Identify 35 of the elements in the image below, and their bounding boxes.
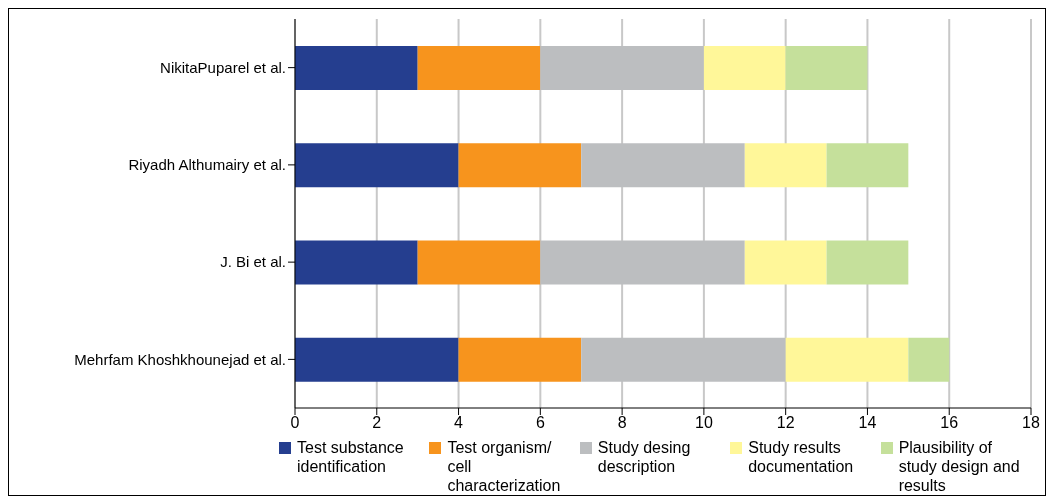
x-tick-label: 8 (617, 414, 627, 432)
y-tick-label: Riyadh Althumairy et al. (128, 156, 286, 174)
bar (295, 46, 418, 90)
bar (295, 240, 418, 285)
x-tick-label: 14 (858, 414, 877, 432)
legend-label: Plausibility of study design and results (898, 438, 1021, 495)
x-tick-label: 10 (694, 414, 713, 432)
y-tick-label: NikitaPuparel et al. (160, 58, 286, 76)
legend-label: Study desing description (597, 438, 692, 476)
y-tick-label: Mehrfam Khoshkhounejad et al. (74, 350, 286, 368)
legend-label: Test substance identification (297, 438, 405, 476)
bar (826, 240, 909, 285)
bar (744, 143, 827, 188)
x-tick-label: 4 (454, 414, 464, 432)
x-tick-label: 6 (535, 414, 545, 432)
legend-label: Test organism/ cell characterization (447, 438, 562, 495)
x-tick-label: 16 (940, 414, 959, 432)
bar (744, 240, 827, 285)
bar (785, 337, 909, 382)
bar (826, 143, 909, 188)
bar (908, 337, 950, 382)
bar (295, 337, 459, 382)
y-tick-label: J. Bi et al. (220, 253, 286, 271)
bar (295, 143, 459, 188)
x-tick-label: 2 (372, 414, 382, 432)
bar (458, 143, 582, 188)
x-tick-label: 18 (1022, 414, 1040, 432)
bar (785, 46, 868, 90)
x-tick-label: 12 (776, 414, 795, 432)
legend-label: Study results documentation (748, 438, 855, 476)
bar (458, 337, 582, 382)
x-tick-label: 0 (290, 414, 300, 432)
bar (417, 240, 541, 285)
bar (417, 46, 541, 90)
bar (703, 46, 786, 90)
